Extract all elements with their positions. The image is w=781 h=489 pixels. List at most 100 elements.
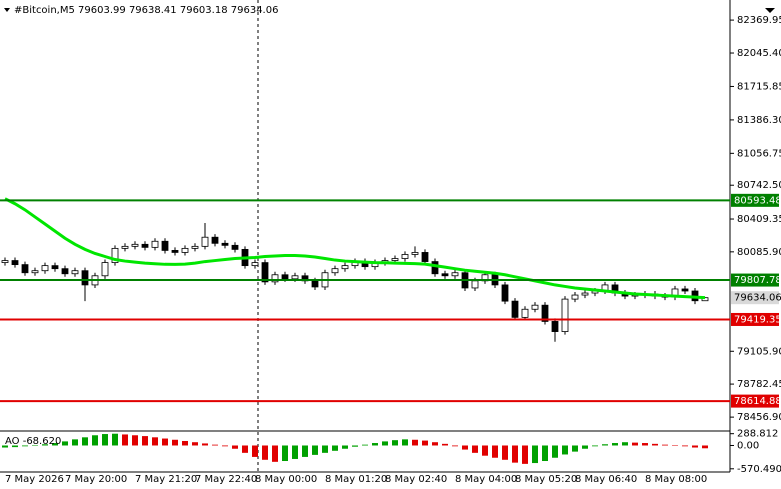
ao-bar [162,438,168,446]
level-label: 79419.35 [734,314,781,325]
plot: 82369.95 82045.40 81715.85 81386.30 81056.75… [0,15,781,475]
ao-bar [542,445,548,462]
ao-bar [2,445,8,448]
x-tick-label: 8 May 06:40 [575,474,637,485]
candle-body [41,265,49,272]
ao-bar [432,442,438,446]
y-tick-label: 81715.85 [737,81,781,92]
candle-body [511,300,519,318]
candle-body [311,280,319,288]
level-label: 79807.78 [734,275,781,286]
ao-bar [442,443,448,446]
ao-bar [672,445,678,446]
x-tick-label: 8 May 00:00 [255,474,317,485]
candle-body [231,244,239,250]
ao-bar [132,435,138,446]
ao-bar [562,445,568,455]
ao-bar [532,445,538,464]
candle-body [411,252,419,255]
ao-bar [282,445,288,462]
candle-body [521,308,529,318]
candle-body [11,260,19,266]
ao-bar [92,435,98,446]
y-tick-label: 82369.95 [737,15,781,26]
candle-body [331,268,339,274]
ao-bar [202,443,208,446]
ao-bar [482,445,488,456]
candle-body [101,262,109,277]
candle-body [291,275,299,280]
x-tick-label: 8 May 02:40 [385,474,447,485]
candle-body [31,270,39,274]
candle-body [161,240,169,251]
ao-bar [552,445,558,458]
candle-body [191,245,199,249]
ao-bar [512,445,518,463]
ao-bar [62,441,68,446]
ao-bar [212,444,218,446]
candle-body [271,274,279,283]
symbol: #Bitcoin,M5 [14,5,75,16]
ao-bar [402,439,408,446]
ao-bar [632,442,638,446]
y-tick-label: 288.812 [737,429,778,440]
candle-body [251,262,259,267]
ao-bar [222,445,228,447]
ao-bar [572,445,578,452]
candle-body [61,268,69,275]
candle-body [51,265,59,270]
y-tick-label: -570.4905 [737,464,781,475]
candle-body [531,304,539,310]
ao-bar [142,436,148,446]
open: 79603.99 [78,5,126,16]
ao-bar [192,442,198,446]
last-price-box [731,291,779,305]
ao-bar [52,443,58,446]
menu-icon[interactable] [4,8,10,12]
ao-bar [522,445,528,464]
ao-bar [12,445,18,448]
scroll-icon[interactable] [765,8,775,13]
last-price-label: 79634.06 [734,293,781,304]
ao-bar [42,444,48,446]
x-tick-label: 7 May 2026 [5,474,64,485]
candle-body [131,243,139,247]
candle-body [1,260,9,263]
ao-bar [622,442,628,446]
ao-bar [702,445,708,449]
ao-bar [612,443,618,446]
candle-body [171,250,179,253]
ao-bar [82,437,88,446]
candle-body [281,274,289,280]
y-tick-label: 81386.30 [737,115,781,126]
candle-body [121,245,129,249]
ao-bar [372,443,378,446]
chart-title: #Bitcoin,M5 79603.99 79638.41 79603.18 7… [14,5,278,16]
candle-body [471,280,479,289]
ao-bar [582,445,588,449]
ao-bar [322,445,328,453]
candle-body [501,284,509,302]
ao-bar [342,445,348,449]
candle-body [431,261,439,275]
ao-bar [412,439,418,446]
candle-body [391,258,399,261]
x-tick-label: 8 May 04:00 [455,474,517,485]
low: 79603.18 [180,5,228,16]
candle-body [441,273,449,277]
candle-body [571,294,579,300]
level-label-box [731,312,779,326]
candle-body [341,265,349,270]
level-label: 78614.88 [734,396,781,407]
high: 79638.41 [129,5,177,16]
moving-average [4,197,706,300]
level-label: 80593.48 [734,195,781,206]
ao-bar [172,439,178,446]
candle-body [211,236,219,244]
ao-bar [292,445,298,459]
ao-bar [422,440,428,446]
y-tick-label: 81056.75 [737,148,781,159]
x-tick-label: 7 May 21:20 [135,474,197,485]
candle-body [681,288,689,292]
